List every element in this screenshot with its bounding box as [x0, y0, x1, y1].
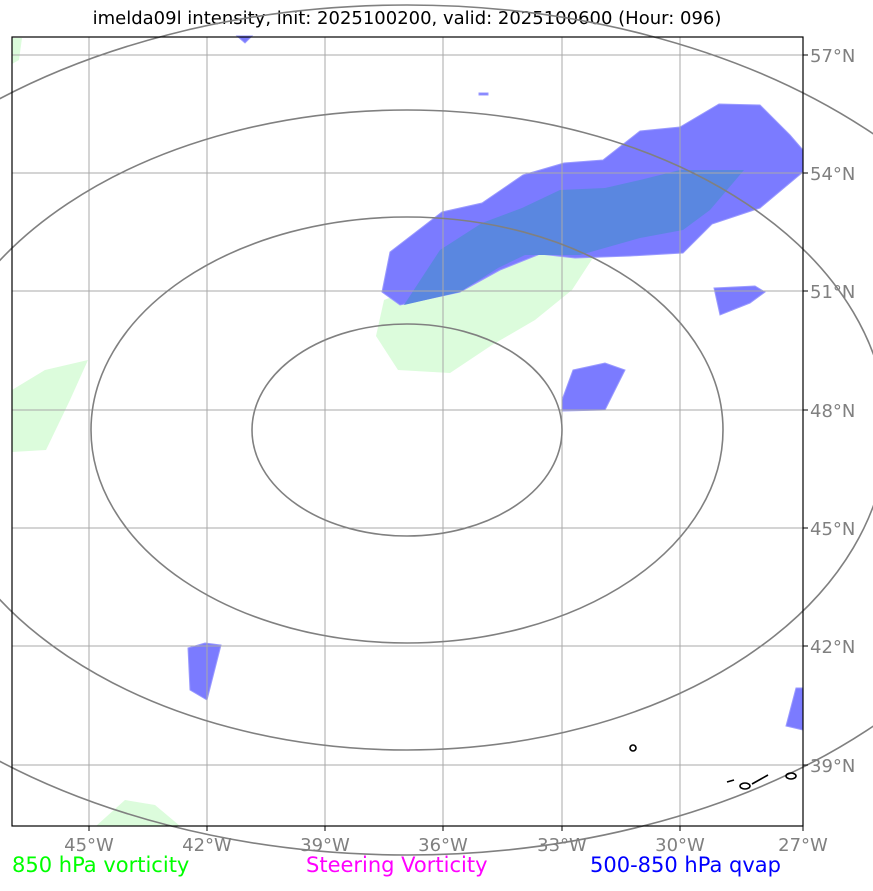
black-contour [739, 782, 751, 790]
qvap-region-east-small [713, 285, 766, 316]
qvap-region-middle [561, 362, 626, 412]
x-tick-label: 33°W [537, 835, 587, 856]
black-contours [629, 744, 797, 790]
qvap-region-speck [478, 92, 489, 96]
black-contour [785, 772, 797, 780]
contour-ring-4 [0, 4, 873, 856]
y-tick-label: 45°N [810, 519, 855, 540]
y-tick-label: 39°N [810, 756, 855, 777]
y-tick-label: 54°N [810, 164, 855, 185]
black-contour [629, 744, 637, 752]
x-tick-label: 36°W [418, 835, 468, 856]
vorticity-region-southwest [96, 800, 180, 826]
contour-ring-3 [0, 109, 873, 751]
graticule [12, 37, 803, 826]
longitude-labels: 45°W 42°W 39°W 36°W 33°W 30°W 27°W [64, 835, 828, 856]
qvap-region-top [235, 35, 254, 44]
latitude-labels: 57°N 54°N 51°N 48°N 45°N 42°N 39°N [810, 46, 855, 777]
black-contour [726, 779, 735, 783]
black-contour [751, 774, 769, 785]
contour-ring-1 [251, 323, 563, 537]
qvap-region-southeast [785, 687, 804, 731]
x-tick-label: 39°W [300, 835, 350, 856]
vorticity-region-topleft [12, 38, 22, 64]
x-tick-label: 42°W [182, 835, 232, 856]
y-tick-label: 57°N [810, 46, 855, 67]
legend-qvap: 500-850 hPa qvap [590, 853, 781, 877]
legend-steering-vorticity: Steering Vorticity [306, 853, 488, 877]
y-tick-label: 51°N [810, 282, 855, 303]
qvap-region-south [187, 642, 222, 701]
plot-title: imelda09l intensity, init: 2025100200, v… [92, 8, 722, 29]
x-tick-label: 45°W [64, 835, 114, 856]
vorticity-qvap-overlap [404, 170, 744, 305]
legend-vorticity-850: 850 hPa vorticity [12, 853, 190, 877]
vorticity-850-shading [12, 38, 598, 826]
contour-ring-2 [90, 216, 724, 644]
vorticity-region-west [12, 360, 88, 452]
x-tick-label: 27°W [778, 835, 828, 856]
steering-contours [0, 4, 873, 856]
tick-marks [88, 54, 808, 831]
y-tick-label: 48°N [810, 401, 855, 422]
y-tick-label: 42°N [810, 637, 855, 658]
map-frame [11, 36, 804, 827]
x-tick-label: 30°W [655, 835, 705, 856]
